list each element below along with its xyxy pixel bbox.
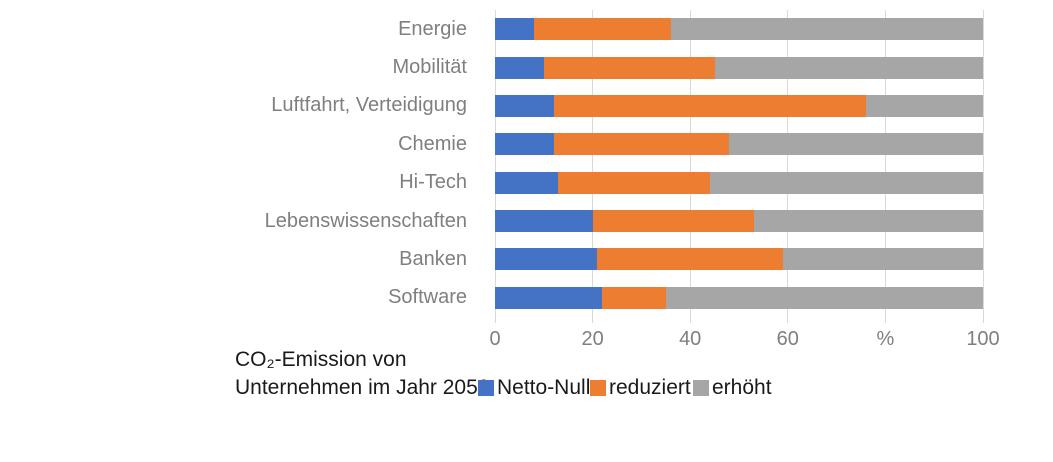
bar-row <box>495 125 983 163</box>
bar-row <box>495 48 983 86</box>
legend-item-reduziert: reduziert <box>590 376 691 400</box>
category-label: Energie <box>398 17 467 40</box>
legend-swatch <box>478 380 494 396</box>
stacked-bar <box>495 210 983 233</box>
chart-footer: CO₂-Emission von Unternehmen im Jahr 205… <box>0 346 1053 410</box>
bar-row <box>495 10 983 48</box>
legend-label: reduziert <box>609 376 691 399</box>
caption-line-1: CO₂-Emission von <box>235 348 407 371</box>
x-axis-tick-label: 60 <box>776 328 799 350</box>
category-label: Banken <box>399 247 467 270</box>
bar-segment-erhöht <box>782 248 983 271</box>
bar-segment-Netto-Null <box>495 133 554 156</box>
tick-mark <box>494 317 496 323</box>
stacked-bar <box>495 286 983 309</box>
legend-swatch <box>590 380 606 396</box>
x-axis-tick-label: 20 <box>581 328 604 350</box>
category-label: Hi-Tech <box>399 171 467 194</box>
tick-mark <box>884 317 886 323</box>
bar-segment-reduziert <box>534 18 671 41</box>
bar-row <box>495 202 983 240</box>
legend-label: erhöht <box>712 376 772 399</box>
bar-segment-Netto-Null <box>495 18 535 41</box>
bar-segment-reduziert <box>558 171 710 194</box>
bar-segment-reduziert <box>597 248 783 271</box>
x-axis-tick-label: 100 <box>966 328 1000 350</box>
legend-label: Netto-Null <box>497 376 591 399</box>
bar-segment-erhöht <box>670 18 983 41</box>
bar-row <box>495 279 983 317</box>
tick-mark <box>982 317 984 323</box>
bar-segment-Netto-Null <box>495 56 544 79</box>
plot-area <box>494 10 984 317</box>
tick-mark <box>787 317 789 323</box>
bar-segment-erhöht <box>729 133 983 156</box>
gridline-100 <box>982 10 984 317</box>
legend-item-Netto-Null: Netto-Null <box>478 376 590 400</box>
gridline-80 <box>884 10 886 317</box>
bar-segment-erhöht <box>709 171 983 194</box>
x-axis-tick-label: 40 <box>679 328 702 350</box>
category-label: Software <box>388 286 467 309</box>
bar-row <box>495 240 983 278</box>
bar-segment-reduziert <box>592 210 754 233</box>
legend-swatch <box>693 380 709 396</box>
stacked-bar <box>495 56 983 79</box>
bar-rows <box>495 10 983 317</box>
bar-segment-reduziert <box>553 133 730 156</box>
x-axis-tick-label: % <box>876 328 895 350</box>
category-label: Mobilität <box>392 56 467 79</box>
bar-segment-erhöht <box>753 210 983 233</box>
gridline-60 <box>787 10 789 317</box>
category-label: Luftfahrt, Verteidigung <box>271 94 467 117</box>
bar-segment-reduziert <box>602 286 666 309</box>
tick-mark <box>689 317 691 323</box>
bar-segment-Netto-Null <box>495 286 603 309</box>
gridlines <box>494 10 984 317</box>
stacked-bar <box>495 94 983 117</box>
legend-item-erhöht: erhöht <box>693 376 772 400</box>
caption-line-2: Unternehmen im Jahr 2050: <box>235 376 496 399</box>
bar-segment-erhöht <box>714 56 983 79</box>
bar-segment-erhöht <box>865 94 983 117</box>
gridline-0 <box>494 10 496 317</box>
bar-segment-Netto-Null <box>495 171 559 194</box>
stacked-bar <box>495 133 983 156</box>
bar-segment-Netto-Null <box>495 248 598 271</box>
tick-mark <box>592 317 594 323</box>
gridline-20 <box>592 10 594 317</box>
bar-segment-erhöht <box>665 286 983 309</box>
bar-segment-Netto-Null <box>495 210 593 233</box>
stacked-bar <box>495 171 983 194</box>
bar-segment-Netto-Null <box>495 94 554 117</box>
x-axis: 0 20 40 60% 100 <box>489 317 1000 351</box>
stacked-bar <box>495 18 983 41</box>
category-label: Chemie <box>398 132 467 155</box>
category-axis: Energie Mobilität Luftfahrt, Verteidigung C… <box>0 10 481 317</box>
bar-row <box>495 87 983 125</box>
bar-segment-reduziert <box>543 56 715 79</box>
x-axis-tick-label: 0 <box>489 328 501 350</box>
bar-segment-reduziert <box>553 94 866 117</box>
stacked-bar <box>495 248 983 271</box>
category-label: Lebenswissenschaften <box>264 209 467 232</box>
gridline-40 <box>689 10 691 317</box>
bar-row <box>495 164 983 202</box>
